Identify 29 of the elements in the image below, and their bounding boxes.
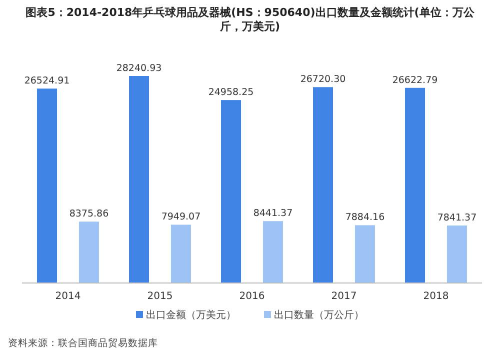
x-tick-label: 2017 — [331, 291, 357, 302]
legend-label: 出口数量（万公斤） — [273, 310, 364, 321]
data-label: 28240.93 — [116, 63, 162, 74]
data-label: 7884.16 — [345, 212, 385, 224]
data-label: 8375.86 — [69, 208, 109, 220]
bar — [355, 225, 375, 283]
legend-label: 出口金额（万美元） — [145, 310, 236, 321]
x-tick-label: 2015 — [147, 291, 173, 302]
data-label: 26622.79 — [392, 74, 438, 86]
data-label: 7841.37 — [437, 212, 477, 224]
chart-title: 图表5：2014-2018年乒乓球用品及器械(HS：950640)出口数量及金额统计(单位：万公斤，万美元) — [24, 6, 476, 34]
data-label: 26720.30 — [300, 74, 346, 86]
bar — [405, 88, 425, 283]
data-label: 7949.07 — [161, 212, 201, 223]
data-label: 26524.91 — [24, 76, 70, 87]
bar — [447, 226, 467, 283]
bar — [313, 87, 333, 283]
bar — [221, 100, 241, 283]
bar — [263, 221, 283, 283]
x-tick-label: 2016 — [239, 291, 265, 302]
bar — [129, 76, 149, 283]
x-tick-label: 2014 — [55, 291, 81, 302]
bar — [171, 224, 191, 283]
bar — [37, 88, 57, 283]
data-label: 8441.37 — [253, 208, 293, 220]
text: 资料来源：联合国商品贸易数据库 — [8, 337, 158, 350]
x-tick-label: 2018 — [423, 291, 449, 302]
bar — [79, 222, 99, 283]
data-label: 24958.25 — [208, 87, 254, 98]
